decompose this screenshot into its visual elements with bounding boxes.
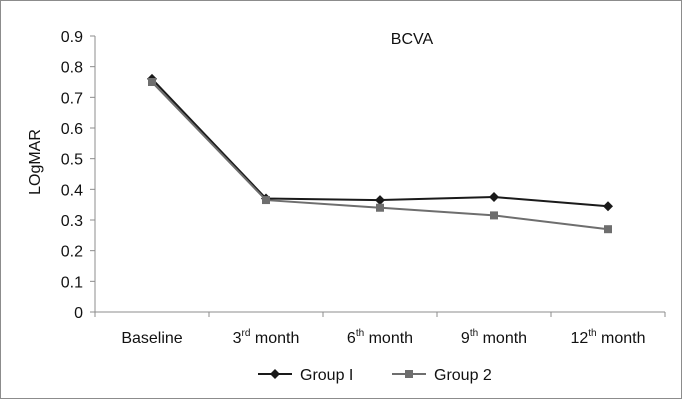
data-point-1 — [489, 192, 499, 202]
x-tick-label: 3rd month — [233, 328, 300, 347]
x-tick-label: 12th month — [570, 328, 645, 347]
legend-label-1: Group I — [300, 367, 353, 384]
y-ticks: 0 0.1 0.2 0.3 0.4 0.5 0.6 0.7 0.8 0.9 — [61, 29, 95, 322]
x-tick-label-base: Baseline — [121, 330, 182, 347]
y-tick-label: 0.8 — [61, 60, 83, 77]
x-tick-label-rest: month — [250, 330, 299, 347]
x-tick-label-sup: th — [588, 328, 596, 339]
data-point-2 — [148, 78, 156, 86]
legend-label-2: Group 2 — [434, 367, 492, 384]
x-ticks: Baseline 3rd month 6th month 9th month 12th … — [94, 312, 666, 347]
y-tick-label: 0.9 — [61, 29, 83, 46]
legend-marker-2 — [405, 370, 413, 378]
legend: Group I Group 2 — [258, 367, 492, 384]
x-tick-label-rest: month — [364, 330, 413, 347]
y-tick-label: 0.1 — [61, 274, 83, 291]
y-tick-label: 0.2 — [61, 244, 83, 261]
x-tick-label: 6th month — [347, 328, 413, 347]
y-tick-label: 0.6 — [61, 121, 83, 138]
x-tick-label: 9th month — [461, 328, 527, 347]
x-tick-label-base: 6 — [347, 330, 356, 347]
x-tick-label-base: 9 — [461, 330, 470, 347]
x-tick-label-sup: rd — [242, 328, 251, 339]
x-tick-label-rest: month — [597, 330, 646, 347]
x-tick-label-sup: th — [356, 328, 364, 339]
series-line-1 — [151, 78, 609, 208]
y-tick-label: 0 — [74, 305, 83, 322]
series-group-1 — [147, 73, 613, 212]
y-tick-label: 0.4 — [61, 182, 83, 199]
x-tick-label-rest: month — [478, 330, 527, 347]
chart-title: BCVA — [391, 31, 434, 48]
y-tick-label: 0.5 — [61, 152, 83, 169]
y-tick-label: 0.3 — [61, 213, 83, 230]
y-axis-title: LOgMAR — [27, 129, 44, 195]
data-point-2 — [376, 203, 384, 212]
x-tick-label-base: 12 — [570, 330, 588, 347]
series-layer — [147, 73, 613, 234]
data-point-2 — [604, 225, 612, 234]
x-tick-label-base: 3 — [233, 330, 242, 347]
data-point-1 — [603, 201, 613, 212]
data-point-1 — [375, 195, 385, 206]
legend-marker-1 — [270, 369, 280, 379]
data-point-2 — [262, 196, 270, 205]
x-tick-label: Baseline — [121, 330, 182, 347]
data-point-2 — [490, 211, 498, 220]
x-tick-label-sup: th — [470, 328, 478, 339]
series-group-2 — [148, 78, 612, 234]
y-tick-label: 0.7 — [61, 90, 83, 107]
